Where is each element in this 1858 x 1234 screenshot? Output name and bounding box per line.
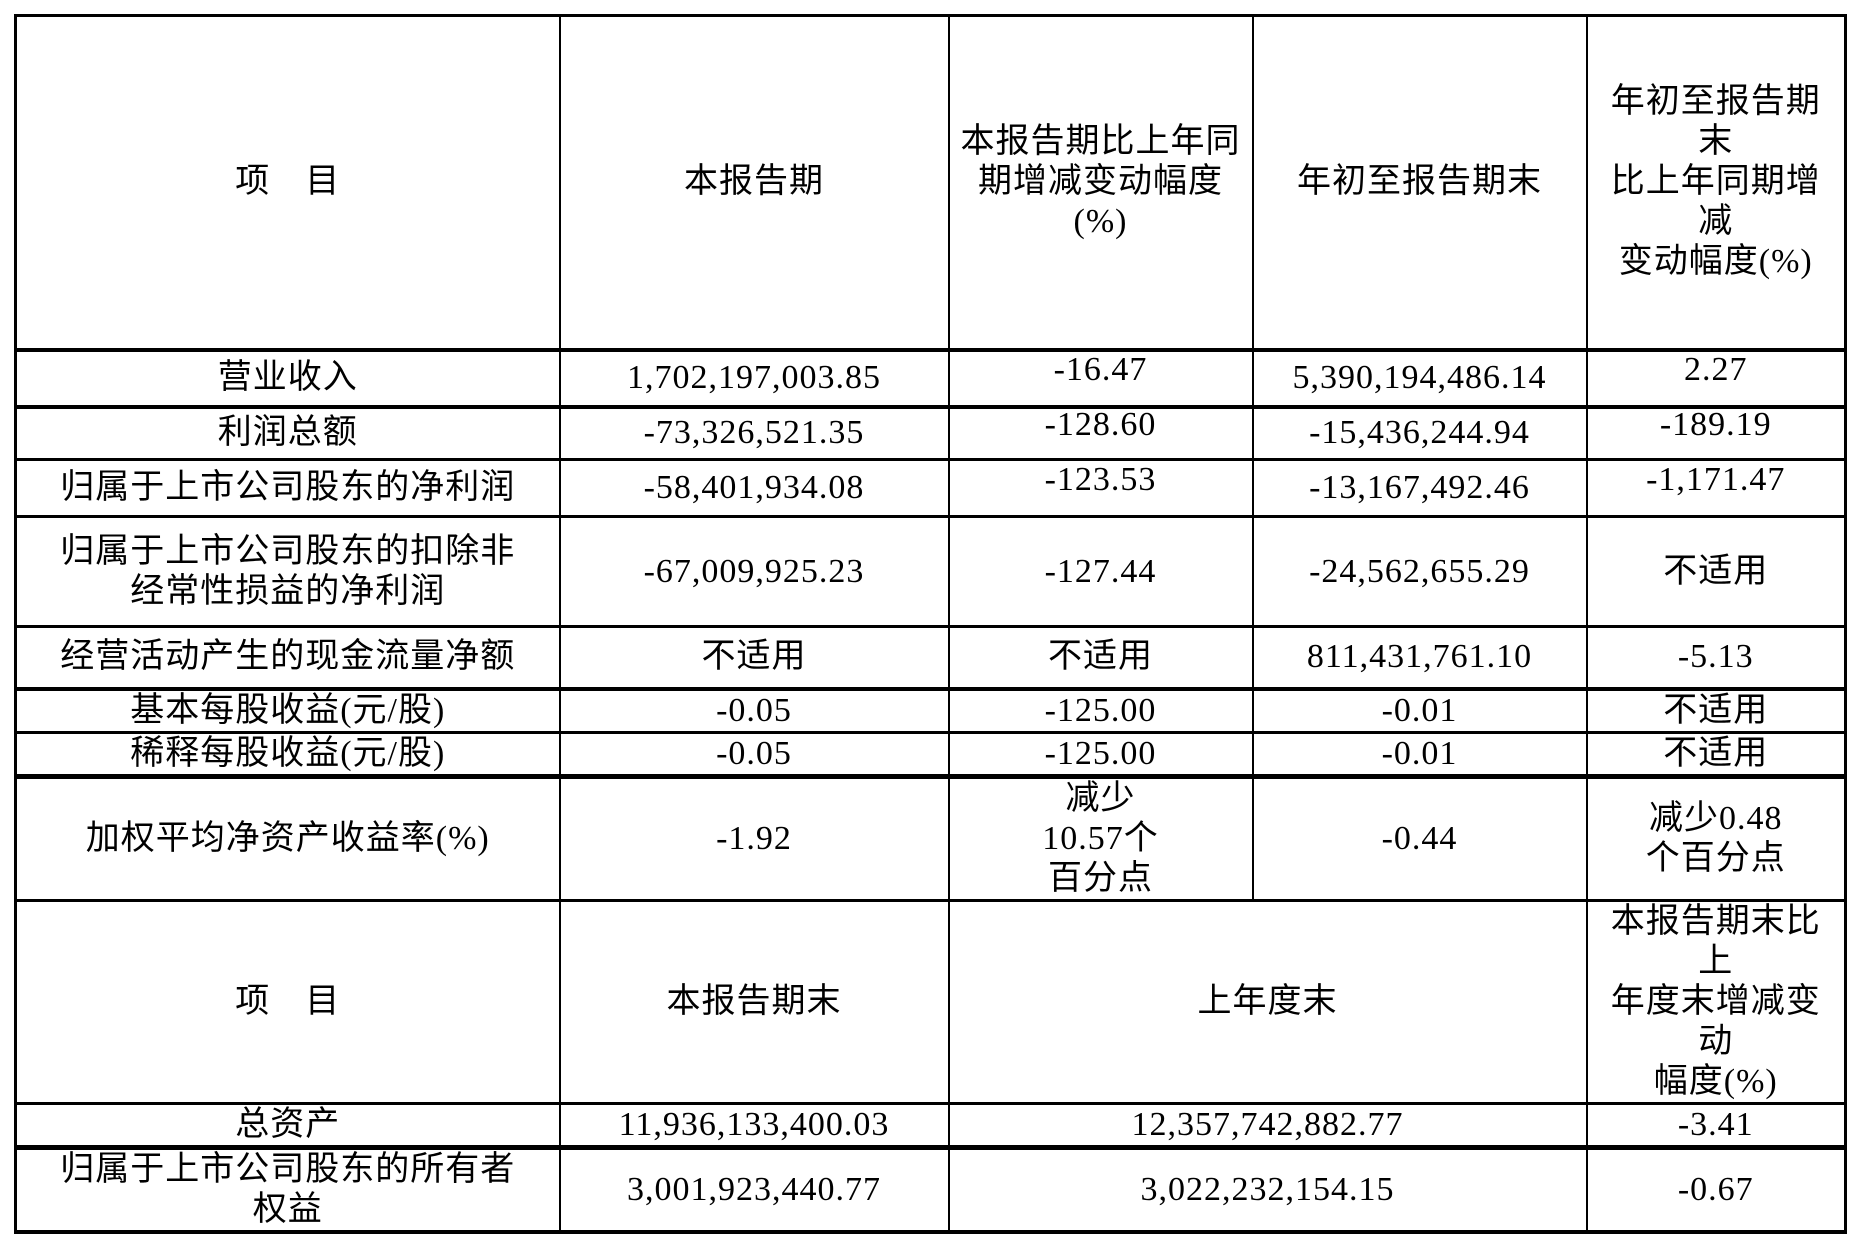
- financial-summary-table: 项 目 本报告期 本报告期比上年同 期增减变动幅度(%) 年初至报告期末 年初至…: [14, 14, 1847, 1234]
- ytd-yoy-change-cell: 2.27: [1585, 348, 1847, 409]
- section1-header-row: 项 目 本报告期 本报告期比上年同 期增减变动幅度(%) 年初至报告期末 年初至…: [14, 14, 1847, 352]
- ytd-cell: -13,167,492.46: [1251, 458, 1588, 518]
- item-label-cell: 经营活动产生的现金流量净额: [14, 625, 561, 691]
- current-period-cell: -0.05: [558, 731, 950, 779]
- ytd-yoy-change-cell: 减少0.48 个百分点: [1585, 775, 1847, 902]
- ytd-cell: -0.01: [1251, 687, 1588, 734]
- current-period-cell: -67,009,925.23: [558, 515, 950, 628]
- yoy-change-cell: -125.00: [947, 731, 1254, 779]
- yoy-change-cell: -127.44: [947, 515, 1254, 628]
- key-figures-table: 项 目 本报告期 本报告期比上年同 期增减变动幅度(%) 年初至报告期末 年初至…: [14, 14, 1847, 1234]
- yoy-change-value: -128.60: [1044, 406, 1157, 444]
- header-ytd-yoy-change: 年初至报告期末 比上年同期增减 变动幅度(%): [1585, 14, 1847, 352]
- header-current-period: 本报告期: [558, 14, 950, 352]
- current-period-cell: -58,401,934.08: [558, 458, 950, 518]
- change-cell: -0.67: [1585, 1146, 1847, 1234]
- ytd-yoy-change-value: 2.27: [1684, 351, 1748, 389]
- ytd-yoy-change-cell: 不适用: [1585, 731, 1847, 779]
- ytd-yoy-change-cell: -1,171.47: [1585, 458, 1847, 518]
- yoy-change-value: -123.53: [1044, 461, 1157, 499]
- current-period-cell: -0.05: [558, 687, 950, 734]
- current-period-cell: -73,326,521.35: [558, 405, 950, 461]
- ytd-yoy-change-value: -1,171.47: [1646, 461, 1786, 499]
- table-row-total-assets: 总资产 11,936,133,400.03 12,357,742,882.77 …: [14, 1102, 1847, 1150]
- table-row-net-profit-excl-nonrecurring: 归属于上市公司股东的扣除非 经常性损益的净利润 -67,009,925.23 -…: [14, 515, 1847, 628]
- ytd-yoy-change-cell: 不适用: [1585, 687, 1847, 734]
- header-yoy-change: 本报告期比上年同 期增减变动幅度(%): [947, 14, 1254, 352]
- period-end-cell: 3,001,923,440.77: [558, 1146, 950, 1234]
- table-row-owners-equity: 归属于上市公司股东的所有者 权益 3,001,923,440.77 3,022,…: [14, 1146, 1847, 1234]
- table-row-revenue: 营业收入 1,702,197,003.85 -16.47 5,390,194,4…: [14, 348, 1847, 409]
- ytd-cell: -0.44: [1251, 775, 1588, 902]
- header-ytd: 年初至报告期末: [1251, 14, 1588, 352]
- prior-year-end-cell: 3,022,232,154.15: [947, 1146, 1588, 1234]
- header-item: 项 目: [14, 899, 561, 1105]
- item-label-cell: 归属于上市公司股东的净利润: [14, 458, 561, 518]
- ytd-cell: -15,436,244.94: [1251, 405, 1588, 461]
- ytd-yoy-change-cell: 不适用: [1585, 515, 1847, 628]
- item-label-cell: 基本每股收益(元/股): [14, 687, 561, 734]
- table-row-weighted-avg-roe: 加权平均净资产收益率(%) -1.92 减少 10.57个 百分点 -0.44 …: [14, 775, 1847, 902]
- ytd-yoy-change-cell: -189.19: [1585, 405, 1847, 461]
- table-row-basic-eps: 基本每股收益(元/股) -0.05 -125.00 -0.01 不适用: [14, 687, 1847, 734]
- header-period-end: 本报告期末: [558, 899, 950, 1105]
- yoy-change-cell: -16.47: [947, 348, 1254, 409]
- item-label-cell: 加权平均净资产收益率(%): [14, 775, 561, 902]
- ytd-yoy-change-value: -189.19: [1659, 406, 1772, 444]
- ytd-cell: 811,431,761.10: [1251, 625, 1588, 691]
- yoy-change-cell: -128.60: [947, 405, 1254, 461]
- change-cell: -3.41: [1585, 1102, 1847, 1150]
- yoy-change-cell: 减少 10.57个 百分点: [947, 775, 1254, 902]
- table-row-operating-cash-flow: 经营活动产生的现金流量净额 不适用 不适用 811,431,761.10 -5.…: [14, 625, 1847, 691]
- table-row-total-profit: 利润总额 -73,326,521.35 -128.60 -15,436,244.…: [14, 405, 1847, 461]
- item-label-cell: 稀释每股收益(元/股): [14, 731, 561, 779]
- yoy-change-value: -16.47: [1053, 351, 1148, 389]
- yoy-change-cell: 不适用: [947, 625, 1254, 691]
- section2-header-row: 项 目 本报告期末 上年度末 本报告期末比上 年度末增减变动 幅度(%): [14, 899, 1847, 1105]
- period-end-cell: 11,936,133,400.03: [558, 1102, 950, 1150]
- header-item: 项 目: [14, 14, 561, 352]
- yoy-change-cell: -123.53: [947, 458, 1254, 518]
- yoy-change-cell: -125.00: [947, 687, 1254, 734]
- item-label-cell: 归属于上市公司股东的扣除非 经常性损益的净利润: [14, 515, 561, 628]
- table-row-diluted-eps: 稀释每股收益(元/股) -0.05 -125.00 -0.01 不适用: [14, 731, 1847, 779]
- header-prior-year-end: 上年度末: [947, 899, 1588, 1105]
- header-period-end-change: 本报告期末比上 年度末增减变动 幅度(%): [1585, 899, 1847, 1105]
- current-period-cell: 1,702,197,003.85: [558, 348, 950, 409]
- ytd-cell: 5,390,194,486.14: [1251, 348, 1588, 409]
- table-row-net-profit: 归属于上市公司股东的净利润 -58,401,934.08 -123.53 -13…: [14, 458, 1847, 518]
- ytd-cell: -0.01: [1251, 731, 1588, 779]
- item-label-cell: 营业收入: [14, 348, 561, 409]
- item-label-cell: 总资产: [14, 1102, 561, 1150]
- ytd-yoy-change-cell: -5.13: [1585, 625, 1847, 691]
- prior-year-end-cell: 12,357,742,882.77: [947, 1102, 1588, 1150]
- ytd-cell: -24,562,655.29: [1251, 515, 1588, 628]
- current-period-cell: -1.92: [558, 775, 950, 902]
- current-period-cell: 不适用: [558, 625, 950, 691]
- item-label-cell: 归属于上市公司股东的所有者 权益: [14, 1146, 561, 1234]
- item-label-cell: 利润总额: [14, 405, 561, 461]
